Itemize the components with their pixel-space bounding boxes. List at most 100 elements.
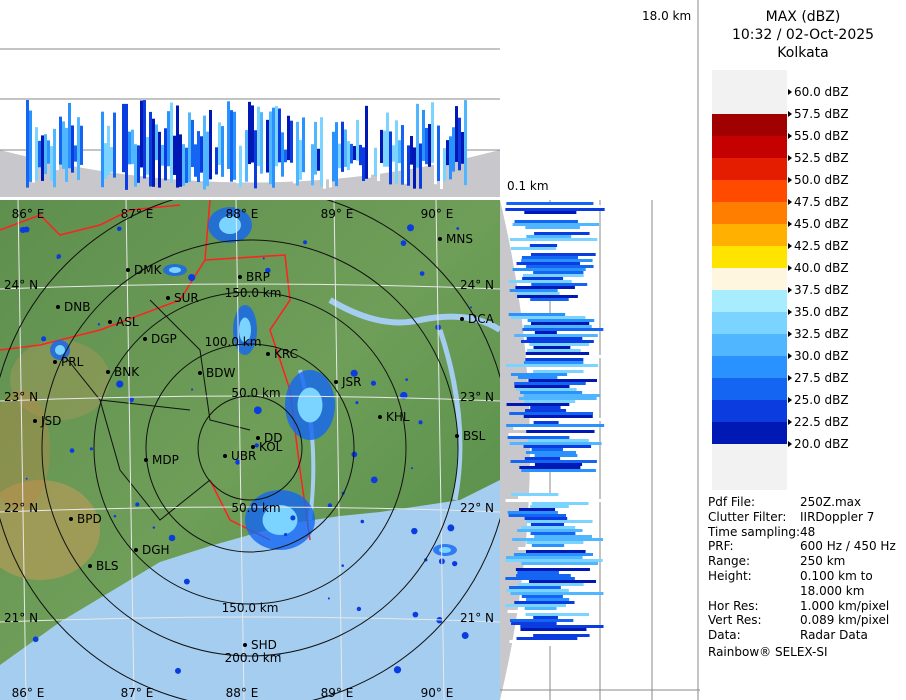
echo [525, 550, 586, 553]
info-row: Hor Res: 1.000 km/pixel [708, 599, 904, 614]
echo [134, 144, 137, 187]
echo [359, 144, 362, 166]
echo [531, 283, 588, 286]
echo [161, 145, 164, 166]
city-label: ASL [116, 315, 139, 329]
echo [405, 378, 408, 381]
echo [439, 547, 451, 553]
city-label: BRP [246, 270, 270, 284]
echo [191, 119, 194, 168]
top-height-label: 18.0 km [642, 9, 691, 23]
echo [253, 406, 262, 415]
lat-label: 21° N [460, 611, 494, 625]
echo [351, 451, 358, 458]
echo [393, 666, 402, 674]
echo [176, 105, 179, 188]
echo [525, 352, 590, 355]
echo [209, 109, 212, 180]
echo [169, 267, 181, 273]
lat-label: 24° N [460, 278, 494, 292]
echo [320, 117, 323, 187]
echo [520, 391, 583, 394]
echo [149, 111, 152, 187]
echo [206, 131, 209, 187]
echo [383, 130, 386, 167]
echo [506, 589, 569, 592]
echo [522, 328, 604, 331]
scale-label: 52.5 dBZ [794, 151, 849, 165]
scale-band [712, 378, 787, 400]
echo [341, 564, 345, 567]
echo [404, 143, 407, 184]
scale-tick [788, 265, 792, 271]
scale-label: 22.5 dBZ [794, 415, 849, 429]
echo [521, 259, 593, 262]
city-dot [126, 268, 130, 272]
echo [317, 148, 320, 171]
echo [32, 116, 35, 183]
echo [507, 610, 561, 613]
echo [182, 144, 185, 186]
echo [341, 121, 344, 172]
echo [284, 149, 287, 163]
echo [461, 131, 464, 164]
echo [532, 565, 558, 568]
scale-tick [788, 397, 792, 403]
lon-label: 88° E [226, 686, 259, 700]
scale-band [712, 400, 787, 422]
city-label: BLS [96, 559, 119, 573]
range-ring [93, 291, 407, 605]
echo [254, 443, 259, 448]
echo [400, 240, 407, 246]
echo [329, 105, 332, 188]
echo [524, 643, 589, 646]
echo [425, 127, 428, 165]
echo [374, 147, 377, 177]
echo [506, 202, 594, 205]
echo [506, 403, 570, 406]
echo [152, 118, 155, 187]
scale-label: 47.5 dBZ [794, 195, 849, 209]
info-value: 0.100 km to 18.000 km [800, 568, 873, 598]
city-dot [438, 237, 442, 241]
echo [461, 632, 469, 639]
city-label: JSD [40, 414, 61, 428]
side-height-label: 0.1 km [507, 179, 549, 193]
range-ring [197, 395, 303, 501]
side-echoes [505, 202, 605, 646]
echo [529, 229, 596, 232]
scale-label: 30.0 dBZ [794, 349, 849, 363]
echo [517, 571, 559, 574]
echo [513, 427, 582, 430]
city-label: DGP [151, 332, 177, 346]
info-row: Vert Res: 0.089 km/pixel [708, 613, 904, 628]
echo [77, 117, 80, 180]
city-dot [143, 337, 147, 341]
echo [526, 235, 572, 238]
range-label: 50.0 km [231, 386, 280, 400]
city-label: DNB [64, 300, 90, 314]
echo [530, 523, 565, 526]
echo [510, 460, 597, 463]
echo [505, 604, 566, 607]
lon-label: 89° E [321, 686, 354, 700]
echo [370, 476, 378, 484]
echo [233, 111, 236, 180]
info-value: Radar Data [800, 628, 868, 643]
scale-label: 25.0 dBZ [794, 393, 849, 407]
scale-tick [788, 353, 792, 359]
echo [338, 143, 341, 169]
echo [80, 125, 83, 165]
echo [517, 376, 558, 379]
color-scale: 60.0 dBZ 57.5 dBZ 55.0 dBZ 52.5 dBZ 50.0 dBZ… [712, 70, 849, 490]
echo [507, 436, 570, 439]
echo [197, 131, 200, 183]
echo [509, 238, 598, 241]
scale-tick [788, 221, 792, 227]
echo [516, 637, 578, 640]
echo [528, 379, 598, 382]
parallel [0, 283, 500, 290]
echo [230, 110, 233, 182]
echo [526, 337, 583, 340]
